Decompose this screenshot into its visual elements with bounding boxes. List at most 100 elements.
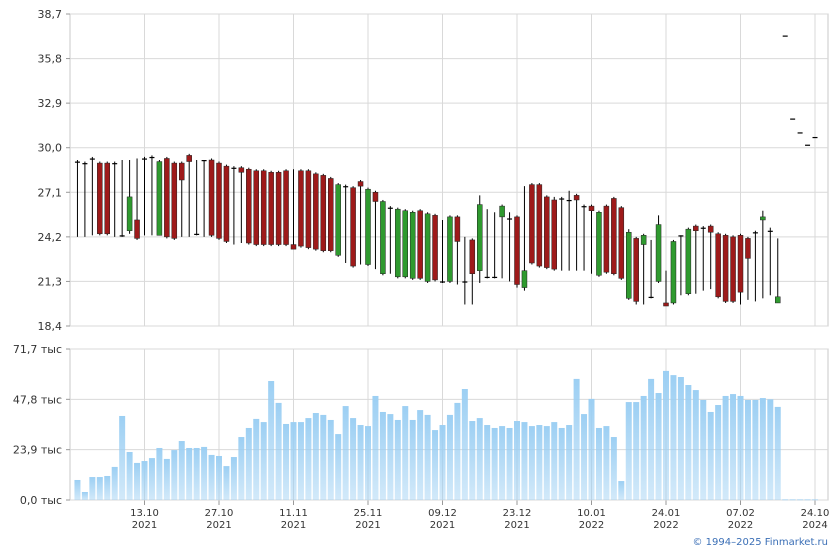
x-tick-label: 2021 xyxy=(504,520,529,531)
y-tick-label: 38,7 xyxy=(38,8,63,21)
volume-bar xyxy=(312,413,319,500)
candle-body xyxy=(700,227,706,229)
candle-body xyxy=(499,205,505,218)
candle-body xyxy=(782,35,788,37)
candle-body xyxy=(626,231,632,299)
volume-bar xyxy=(625,402,632,500)
candle-body xyxy=(164,158,170,238)
volume-bar xyxy=(327,419,334,500)
x-tick-label: 25.11 xyxy=(354,508,383,519)
candle-body xyxy=(231,167,237,169)
candle-body xyxy=(290,244,297,250)
volume-bar xyxy=(156,447,163,500)
volume-bar xyxy=(350,418,357,500)
volume-bar xyxy=(424,414,431,500)
candle-body xyxy=(320,175,327,251)
volume-bar xyxy=(633,402,640,500)
volume-bar xyxy=(208,454,215,500)
volume-bar xyxy=(74,479,81,500)
volume-bar xyxy=(730,394,737,500)
volume-bar xyxy=(253,418,260,500)
candle-body xyxy=(335,184,341,256)
volume-bar xyxy=(573,378,580,500)
x-tick-label: 24.01 xyxy=(652,508,681,519)
candle-body xyxy=(179,162,185,181)
candle-body xyxy=(588,205,595,211)
candle-body xyxy=(536,184,543,267)
x-tick-label: 2022 xyxy=(579,520,604,531)
volume-bar xyxy=(521,422,528,500)
volume-bar xyxy=(275,402,282,500)
volume-bar xyxy=(789,499,796,501)
candle-body xyxy=(328,178,334,251)
candle-body xyxy=(573,195,580,201)
volume-bar xyxy=(89,477,96,500)
candle-body xyxy=(640,235,647,245)
candle-body xyxy=(633,238,639,302)
x-tick-label: 27.10 xyxy=(205,508,234,519)
candle-body xyxy=(268,172,274,245)
candle-body xyxy=(752,232,758,234)
volume-bar xyxy=(446,414,453,500)
volume-bar xyxy=(409,419,416,500)
volume-bar xyxy=(663,370,669,500)
volume-bar xyxy=(640,395,647,500)
candle-body xyxy=(618,207,625,279)
volume-bar xyxy=(432,430,439,500)
volume-bar xyxy=(692,390,699,500)
volume-bar xyxy=(260,422,267,500)
volume-bar xyxy=(283,423,290,500)
candle-body xyxy=(275,172,282,245)
volume-bar xyxy=(342,406,349,500)
volume-bar xyxy=(134,462,141,500)
volume-bar xyxy=(566,425,573,500)
y-tick-label: 23,9 тыс xyxy=(13,444,62,457)
candle-body xyxy=(134,219,140,239)
x-tick-label: 2021 xyxy=(430,520,455,531)
candle-body xyxy=(201,160,207,162)
volume-bar xyxy=(402,406,409,500)
candle-body xyxy=(812,136,818,139)
volume-bar xyxy=(797,499,804,501)
volume-bar xyxy=(514,421,520,500)
volume-bar xyxy=(223,466,230,500)
candle-body xyxy=(97,162,103,235)
x-tick-label: 07.02 xyxy=(726,508,755,519)
volume-bar xyxy=(387,414,394,500)
y-tick-label: 27,1 xyxy=(38,186,63,199)
volume-bar xyxy=(558,427,565,500)
x-tick-label: 2022 xyxy=(728,520,753,531)
candle-body xyxy=(685,228,692,294)
volume-bar xyxy=(119,415,126,500)
y-tick-label: 35,8 xyxy=(38,53,63,66)
y-tick-label: 21,3 xyxy=(38,275,63,288)
x-tick-label: 09.12 xyxy=(428,508,457,519)
candle-body xyxy=(402,210,408,278)
candle-body xyxy=(469,239,476,274)
y-tick-label: 71,7 тыс xyxy=(13,343,62,356)
candle-body xyxy=(775,296,781,304)
volume-bar xyxy=(722,395,729,500)
candle-body xyxy=(126,196,133,231)
volume-bar xyxy=(618,481,625,500)
candle-body xyxy=(521,270,528,288)
candle-body xyxy=(260,170,267,245)
x-tick-label: 11.11 xyxy=(279,508,308,519)
volume-bar xyxy=(148,458,155,500)
x-tick-label: 2024 xyxy=(802,520,827,531)
candle-body xyxy=(112,163,118,165)
candle-body xyxy=(797,132,803,134)
candle-body xyxy=(82,163,88,165)
candle-body xyxy=(171,162,178,239)
volume-bar xyxy=(670,375,677,500)
candle-body xyxy=(357,181,364,187)
volume-bar xyxy=(245,427,252,500)
candle-body xyxy=(581,206,587,208)
x-tick-label: 2021 xyxy=(355,520,380,531)
x-tick-label: 2022 xyxy=(653,520,678,531)
candle-body xyxy=(417,210,423,279)
candle-body xyxy=(745,238,751,259)
candle-body xyxy=(603,205,610,273)
candle-body xyxy=(365,188,371,265)
candle-body xyxy=(670,241,677,304)
